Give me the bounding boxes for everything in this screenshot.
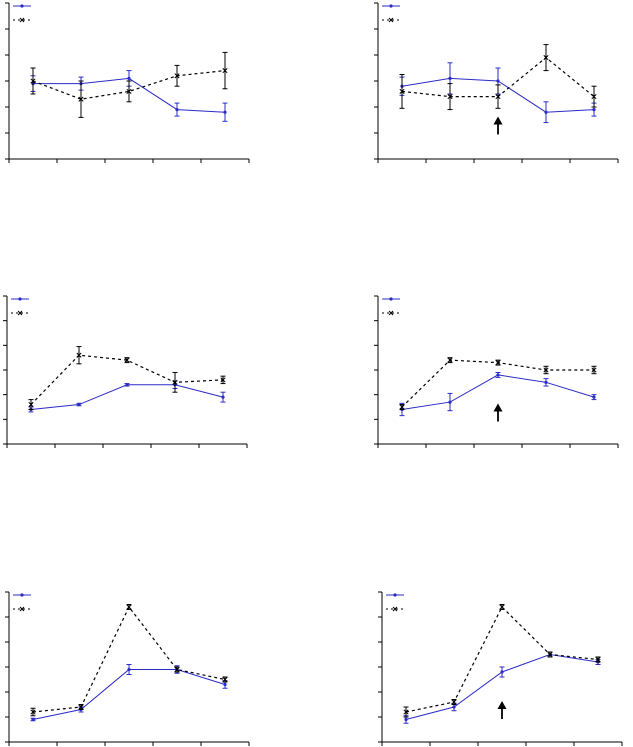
- series-2-point: [543, 367, 549, 373]
- chart-panel-5: [5, 591, 250, 746]
- series-2-line: [405, 605, 599, 713]
- arrow-head: [493, 403, 503, 412]
- series-1-line: [32, 669, 226, 720]
- series-2-line: [32, 605, 226, 713]
- series-1-point: [404, 717, 408, 722]
- series-1-point: [448, 76, 452, 80]
- series-2-point: [591, 94, 597, 100]
- series-1-point: [544, 110, 548, 114]
- legend-marker-1: [389, 4, 393, 8]
- legend-marker-1: [393, 593, 397, 597]
- series-2-point: [595, 656, 601, 663]
- series-2-point: [126, 88, 132, 94]
- series-2-point: [499, 604, 505, 610]
- chart-panel-3: [3, 295, 248, 448]
- legend-marker-2: [17, 310, 23, 316]
- series-1-point: [125, 383, 129, 387]
- legend-marker-1: [20, 4, 24, 8]
- series-1-point: [452, 705, 456, 709]
- series-2-point: [28, 401, 34, 408]
- series-2-line: [401, 359, 594, 408]
- legend-marker-1: [18, 297, 22, 301]
- series-2-point: [447, 94, 453, 100]
- series-1-point: [544, 380, 548, 384]
- legend-marker-2: [392, 606, 398, 612]
- legend-marker-2: [388, 310, 394, 316]
- series-1-point: [127, 76, 131, 80]
- series-1-point: [500, 670, 504, 674]
- series-1-point: [496, 373, 500, 377]
- series-2-point: [126, 604, 132, 610]
- series-2-point: [174, 73, 180, 79]
- series-2-point: [76, 352, 82, 358]
- series-2-point: [447, 357, 453, 363]
- series-2-point: [451, 699, 457, 705]
- series-1-point: [448, 400, 452, 404]
- legend-marker-2: [388, 17, 394, 23]
- series-2-point: [543, 55, 549, 61]
- legend-marker-1: [389, 297, 393, 301]
- series-1-point: [496, 79, 500, 83]
- series-2-point: [495, 94, 501, 100]
- series-2-point: [399, 88, 405, 94]
- series-2-point: [30, 709, 36, 715]
- legend-marker-2: [19, 17, 25, 23]
- series-2-point: [399, 404, 405, 410]
- series-2-point: [591, 367, 597, 373]
- series-2-point: [174, 666, 180, 673]
- series-1-line: [30, 384, 224, 410]
- series-2-point: [30, 78, 36, 84]
- series-1-point: [223, 110, 227, 114]
- series-1-point: [31, 717, 35, 722]
- series-2-point: [495, 360, 501, 366]
- series-1-point: [592, 395, 596, 399]
- series-2-point: [547, 651, 553, 658]
- chart-panel-1: [5, 2, 250, 163]
- series-1-point: [592, 108, 596, 112]
- legend-marker-1: [20, 593, 24, 597]
- series-2-point: [78, 704, 84, 710]
- arrow-head: [497, 701, 507, 709]
- series-1-point: [175, 108, 179, 112]
- arrow-head: [493, 116, 503, 125]
- series-1-point: [223, 682, 227, 687]
- series-2-point: [78, 96, 84, 102]
- series-2-point: [220, 377, 226, 383]
- chart-panel-2: [374, 2, 619, 163]
- legend-marker-2: [19, 606, 25, 612]
- series-1-point: [221, 395, 225, 399]
- chart-panel-4: [374, 295, 619, 448]
- series-2-point: [124, 357, 130, 363]
- series-2-point: [222, 676, 228, 683]
- chart-panel-6: [378, 591, 623, 746]
- series-2-point: [172, 379, 178, 385]
- series-1-point: [127, 667, 131, 672]
- series-2-point: [403, 709, 409, 715]
- series-2-point: [222, 68, 228, 74]
- series-1-point: [77, 402, 81, 407]
